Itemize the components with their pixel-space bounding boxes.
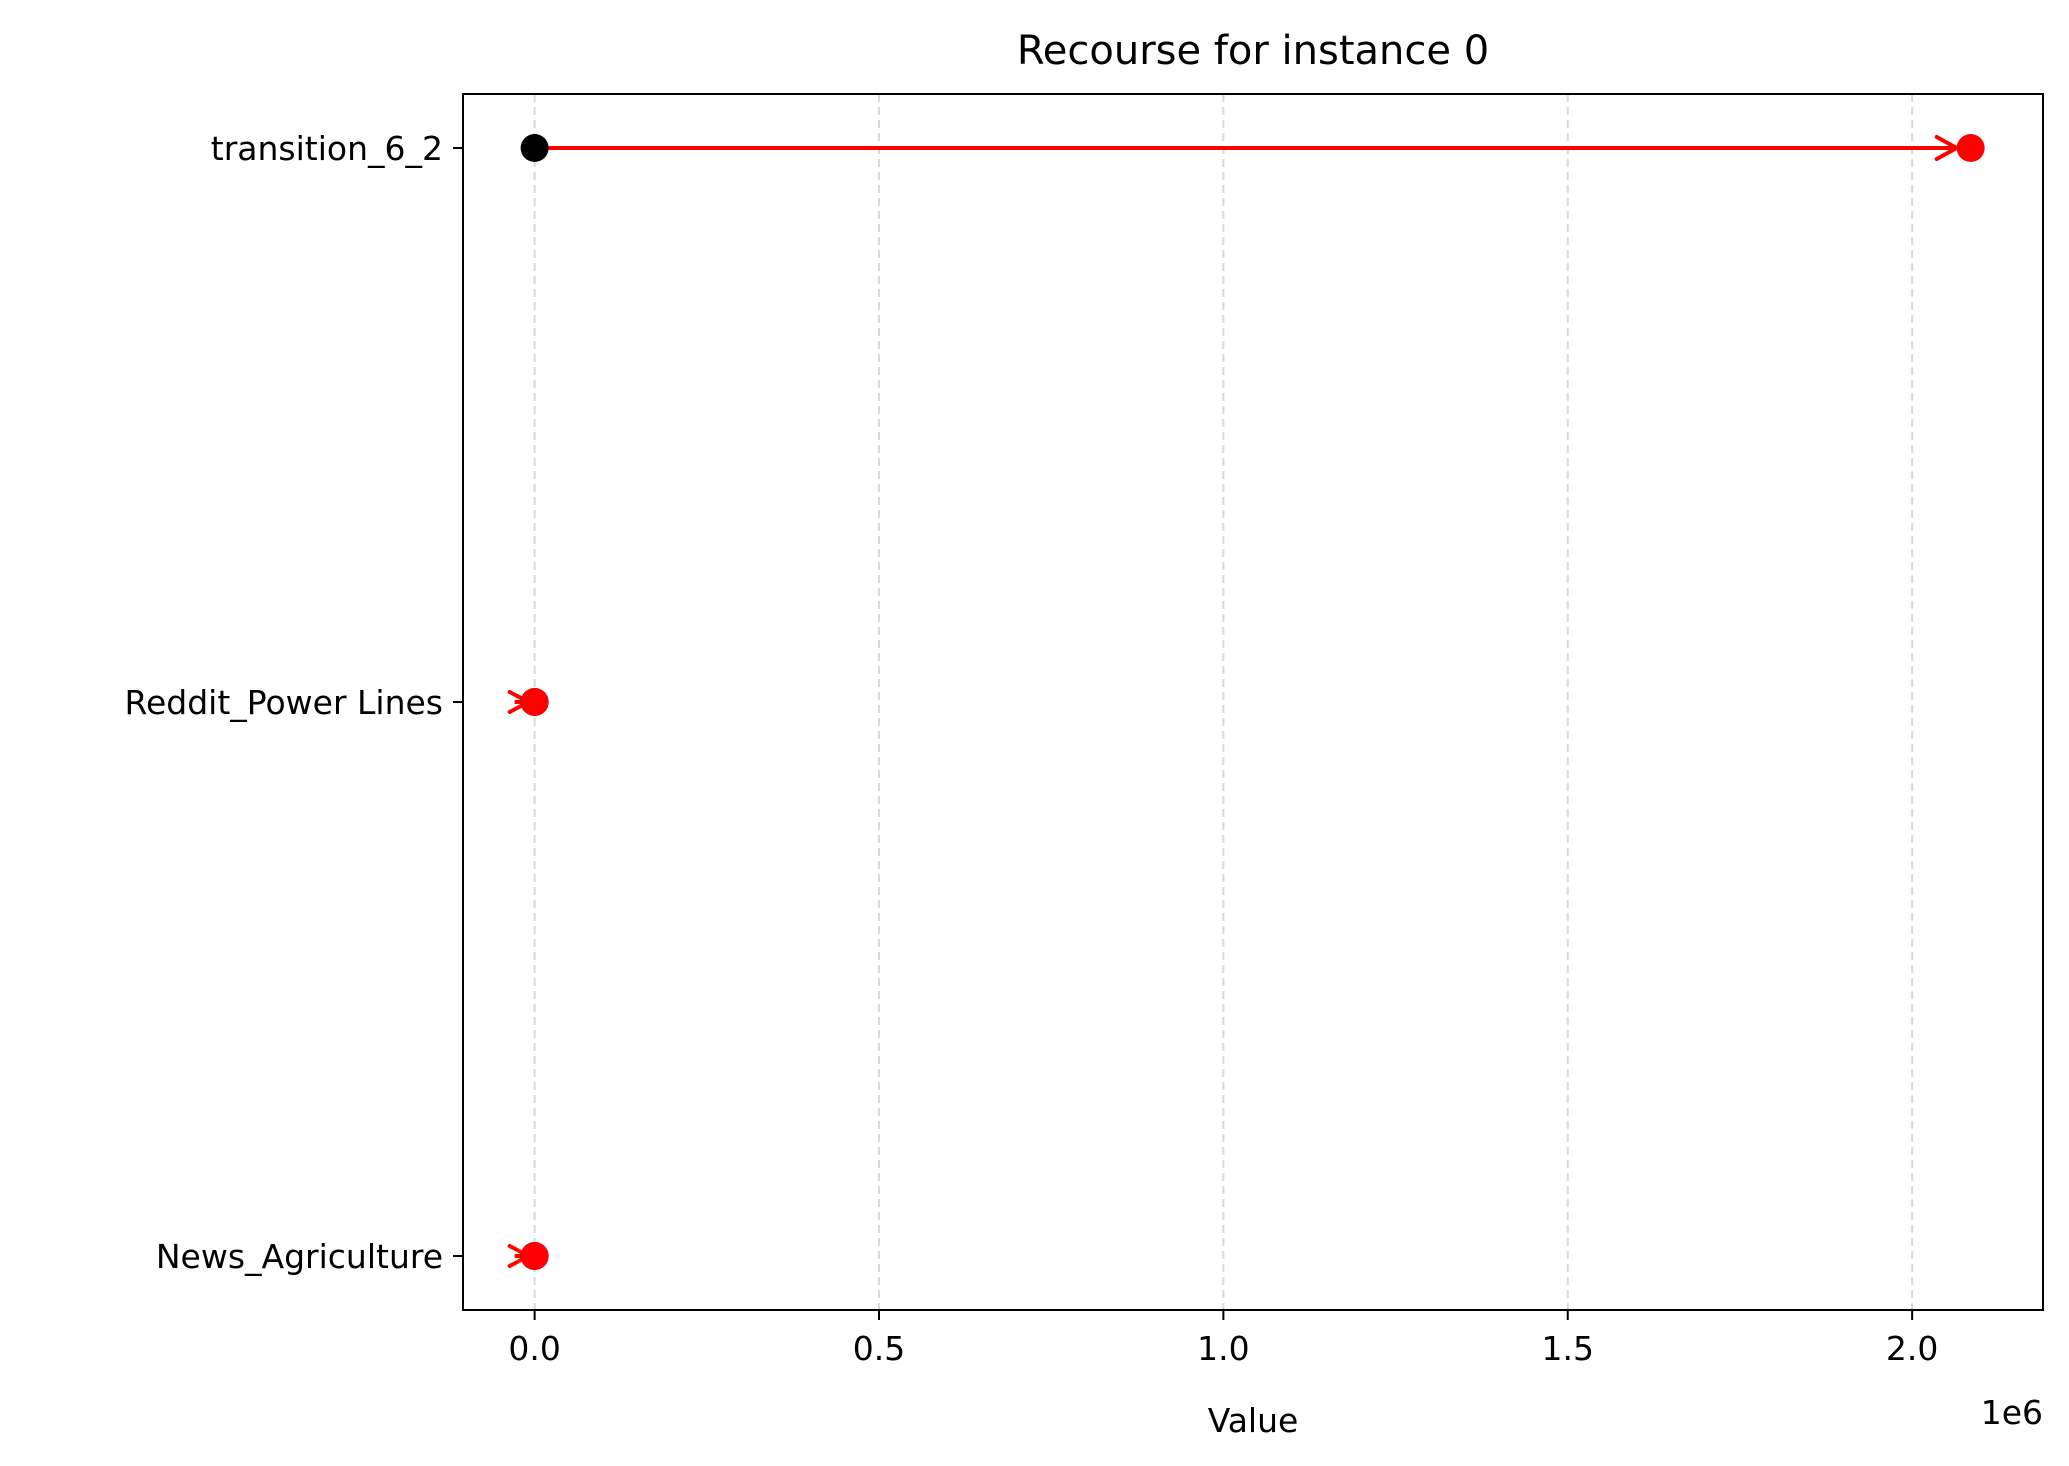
x-axis-offset-label: 1e6	[1981, 1393, 2043, 1432]
y-axis-ticks: transition_6_2 Reddit_Power Lines News_Agr…	[125, 129, 463, 1276]
x-gridlines	[533, 94, 1914, 1310]
x-axis-ticks: 0.0 0.5 1.0 1.5 2.0	[508, 1310, 1938, 1368]
x-tick-label: 0.0	[508, 1329, 560, 1368]
x-axis-label: Value	[1208, 1401, 1299, 1440]
y-tick-label: transition_6_2	[211, 129, 443, 168]
y-tick-label: Reddit_Power Lines	[125, 683, 443, 722]
counterfactual-point	[1956, 134, 1985, 162]
chart-title: Recourse for instance 0	[1017, 28, 1489, 74]
counterfactual-point	[520, 688, 549, 716]
x-tick-label: 1.0	[1197, 1329, 1249, 1368]
counterfactual-point	[520, 1242, 549, 1270]
original-point	[520, 134, 549, 162]
x-tick-label: 2.0	[1886, 1329, 1938, 1368]
x-tick-label: 1.5	[1542, 1329, 1594, 1368]
y-tick-label: News_Agriculture	[156, 1237, 443, 1276]
recourse-series	[507, 134, 1985, 1270]
x-tick-label: 0.5	[853, 1329, 905, 1368]
